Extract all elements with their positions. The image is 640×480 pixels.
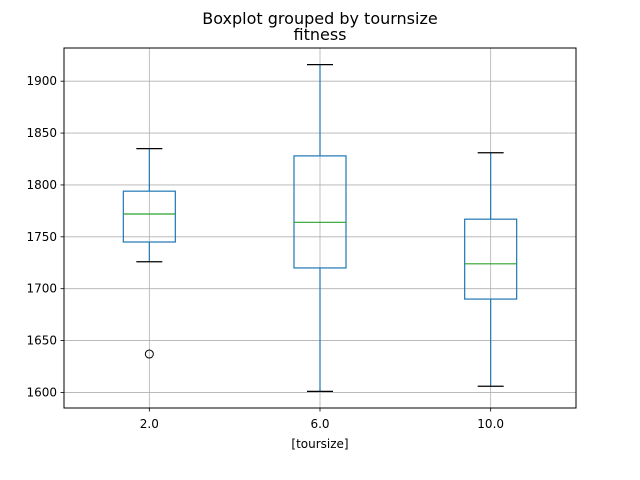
x-axis-label: [toursize] <box>291 437 348 451</box>
y-tick-label: 1900 <box>26 74 57 88</box>
x-tick-label: 2.0 <box>140 417 159 431</box>
y-tick-label: 1650 <box>26 334 57 348</box>
chart-title: fitness <box>293 25 346 44</box>
box-group-10.0 <box>464 152 518 387</box>
iqr-box <box>122 190 176 243</box>
iqr-box <box>293 155 347 269</box>
box-group-2.0 <box>122 148 176 359</box>
x-tick-label: 10.0 <box>477 417 504 431</box>
x-tick-label: 6.0 <box>310 417 329 431</box>
box-group-6.0 <box>293 63 347 393</box>
y-tick-label: 1850 <box>26 126 57 140</box>
outlier-point <box>144 349 154 359</box>
box-series <box>122 63 518 393</box>
y-tick-label: 1600 <box>26 385 57 399</box>
iqr-box <box>464 218 518 300</box>
y-tick-label: 1750 <box>26 230 57 244</box>
chart-suptitle: Boxplot grouped by tournsize <box>202 9 437 28</box>
y-tick-label: 1700 <box>26 282 57 296</box>
y-axis-ticks: 1600 1650 1700 1750 1800 1850 1900 <box>26 74 64 399</box>
y-tick-label: 1800 <box>26 178 57 192</box>
x-axis-ticks: 2.0 6.0 10.0 <box>140 408 504 431</box>
